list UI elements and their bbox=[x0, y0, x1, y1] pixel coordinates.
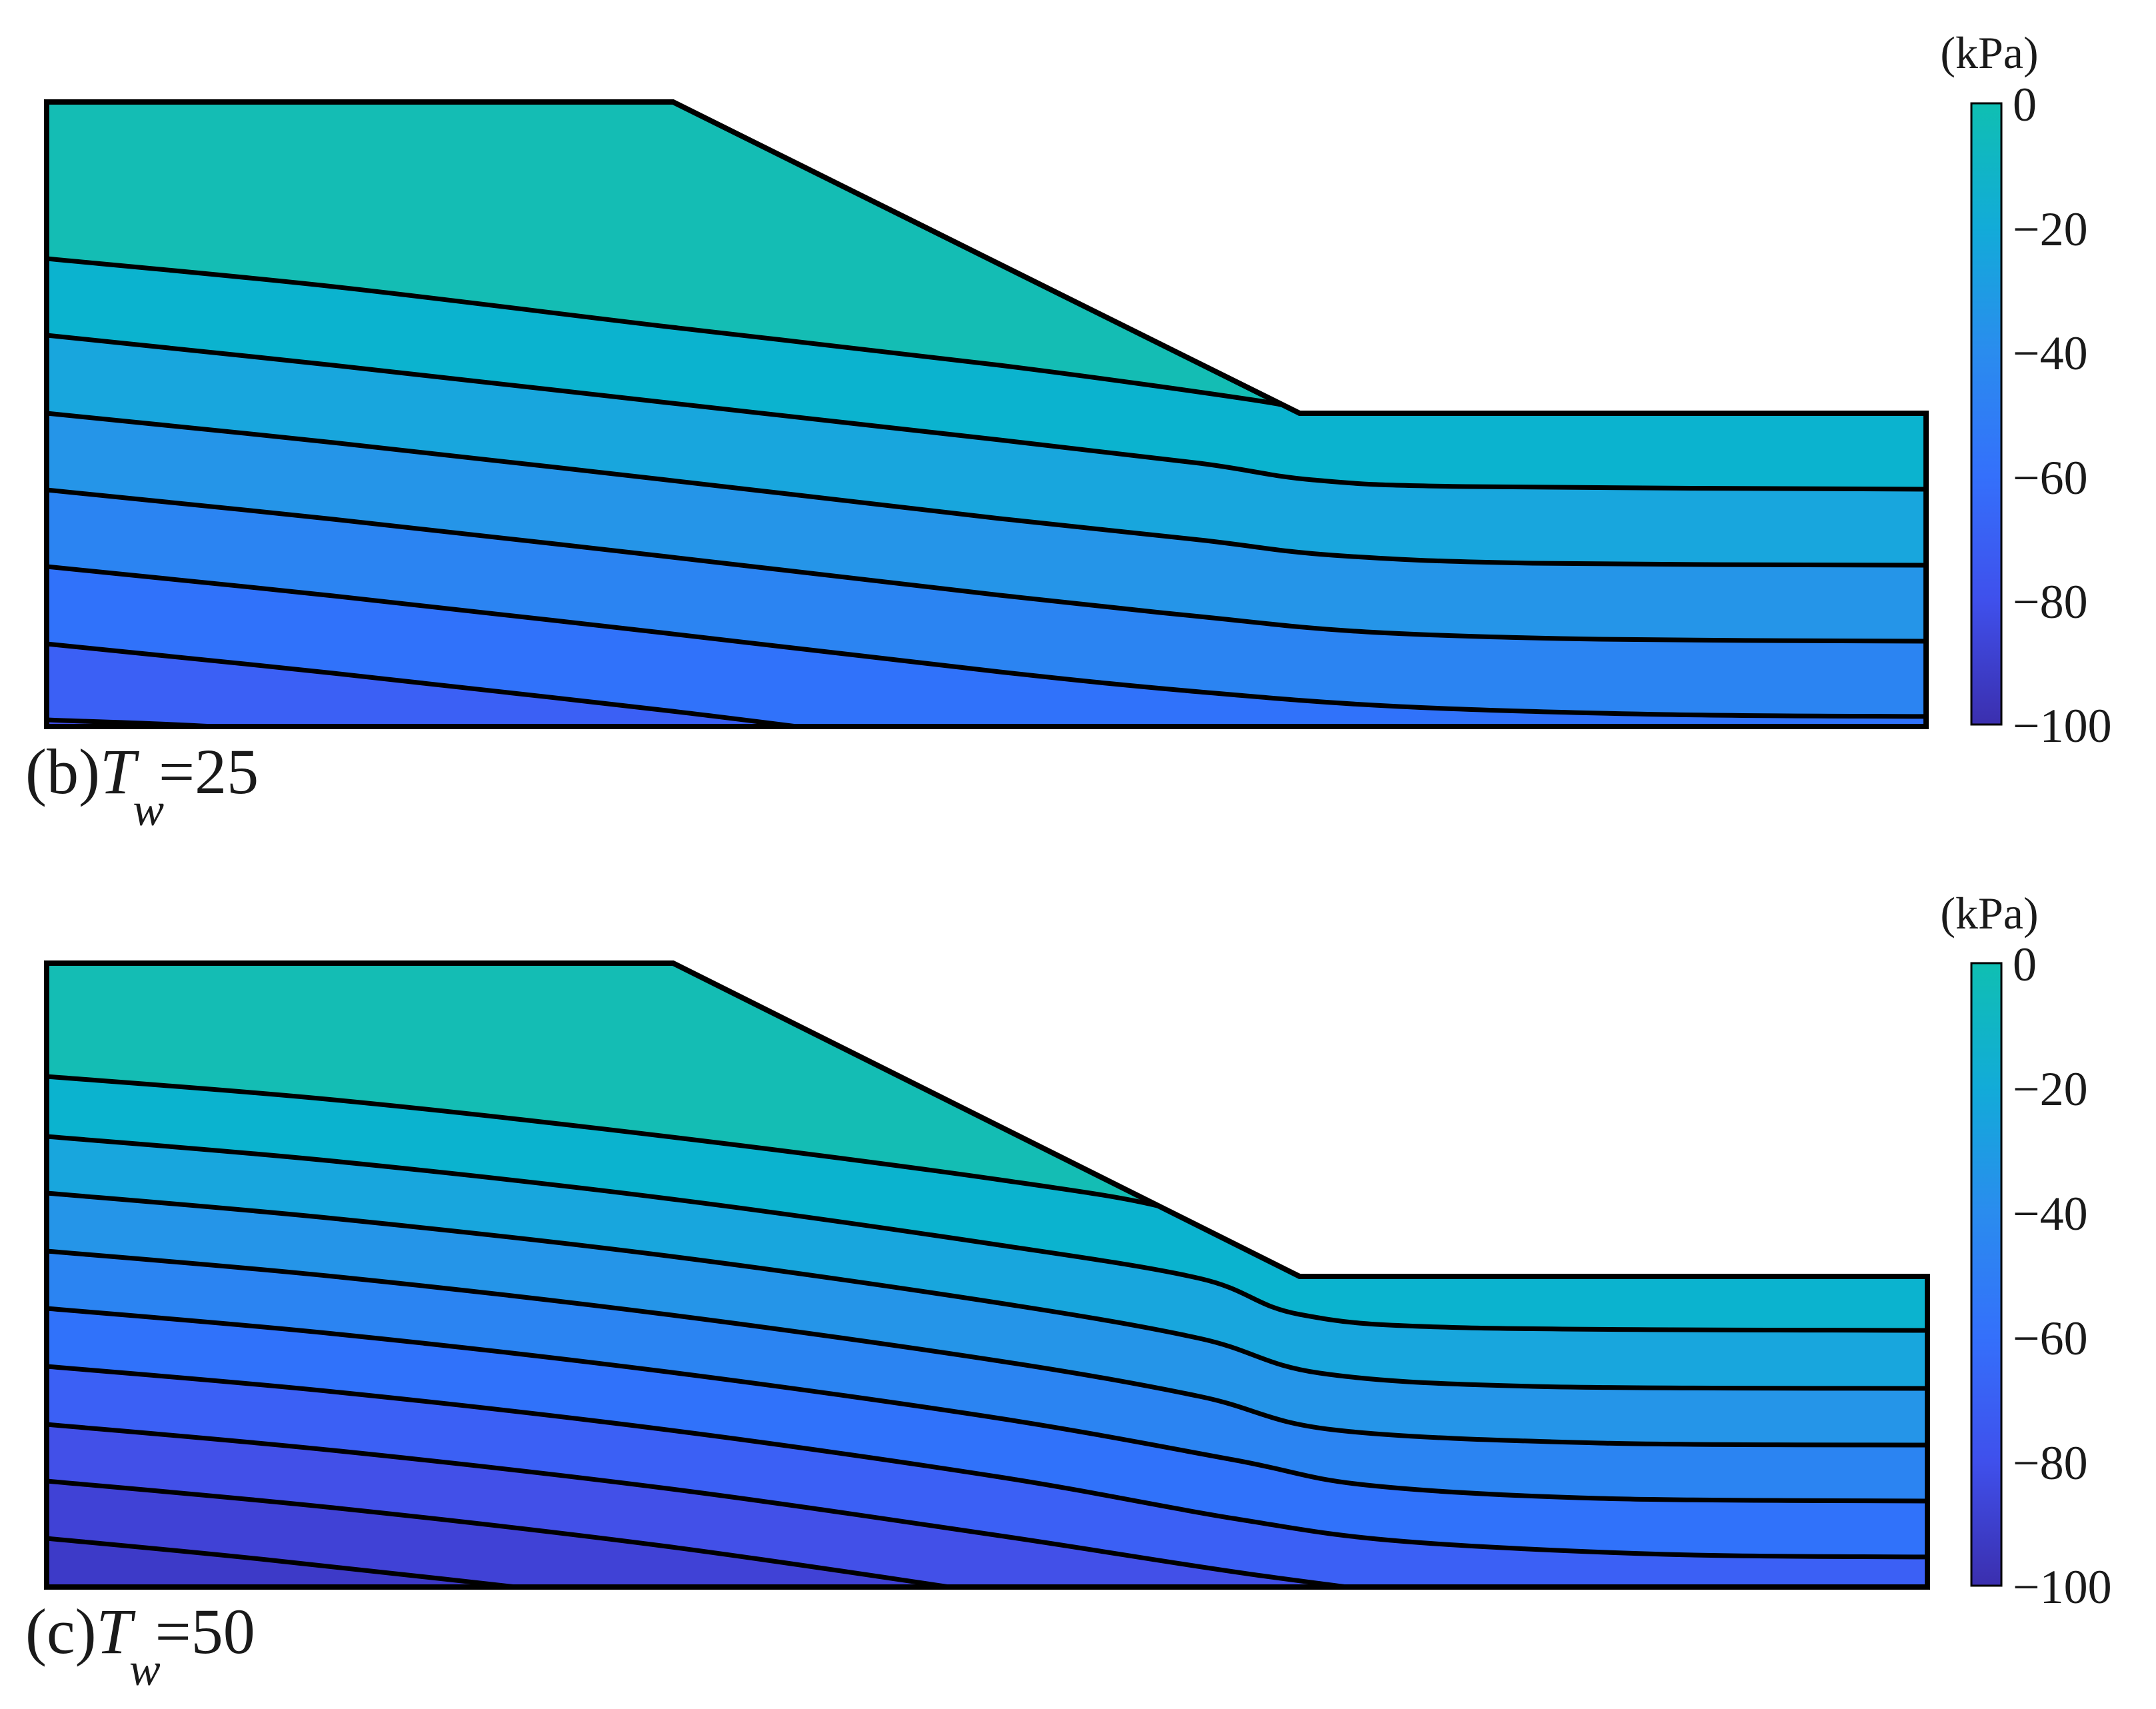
panel-label-b: (b)T w=25 bbox=[25, 736, 259, 836]
colorbar-tick-c-2: −40 bbox=[2013, 1187, 2088, 1240]
colorbar-tick-b-2: −40 bbox=[2013, 327, 2088, 380]
panel-c-contour-line-8 bbox=[47, 1478, 1267, 1587]
panel-c-contour-line-7 bbox=[47, 1422, 1927, 1587]
panel-c-contour-line-3 bbox=[47, 1190, 1927, 1391]
panel-c-contour-line-5 bbox=[47, 1306, 1927, 1504]
colorbar-gradient-c bbox=[1970, 962, 2003, 1587]
colorbar-unit-b: (kPa) bbox=[1940, 27, 2038, 78]
contour-bands-c bbox=[20, 963, 1954, 1633]
colorbar-tick-b-4: −80 bbox=[2013, 575, 2088, 629]
panel-b: (kPa) 0 −20 −40 −60 −80 −100 (b)T w=25 bbox=[25, 27, 2112, 836]
panel-c-contour-line-6 bbox=[47, 1364, 1927, 1560]
colorbar-tick-b-0: 0 bbox=[2013, 78, 2037, 131]
colorbar-tick-c-1: −20 bbox=[2013, 1062, 2088, 1116]
panel-c-contour-line-2 bbox=[47, 1134, 1927, 1333]
panel-b-contour-line-7 bbox=[47, 717, 934, 727]
colorbar-tick-c-5: −100 bbox=[2013, 1560, 2112, 1614]
panel-b-contour-line-5 bbox=[47, 564, 1926, 719]
panel-c-contour-line-9 bbox=[47, 1536, 867, 1587]
panel-b-band-7 bbox=[47, 720, 1926, 727]
panel-b-contour-line-2 bbox=[47, 333, 1926, 492]
panel-c-band-10 bbox=[20, 1596, 1954, 1633]
contour-plot-b bbox=[47, 102, 1926, 727]
contour-bands-b bbox=[47, 102, 1926, 727]
panel-label-c: (c)T w=50 bbox=[25, 1596, 255, 1696]
contour-lines-b bbox=[47, 256, 1926, 727]
panel-b-contour-line-3 bbox=[47, 411, 1926, 568]
colorbar-tick-b-5: −100 bbox=[2013, 699, 2112, 753]
slope-outline-b bbox=[44, 99, 1929, 729]
colorbar-tick-c-4: −80 bbox=[2013, 1436, 2088, 1490]
contour-plot-c bbox=[20, 963, 1954, 1633]
panel-b-contour-line-6 bbox=[47, 641, 1926, 727]
colorbar-tick-c-3: −60 bbox=[2013, 1312, 2088, 1365]
colorbar-tick-b-1: −20 bbox=[2013, 203, 2088, 256]
panel-b-contour-line-1 bbox=[47, 256, 1300, 413]
panel-c: (kPa) 0 −20 −40 −60 −80 −100 (c)T w=50 bbox=[20, 888, 2112, 1696]
contour-lines-c bbox=[47, 1074, 1927, 1587]
panel-b-contour-line-4 bbox=[47, 487, 1926, 644]
colorbar-b: (kPa) 0 −20 −40 −60 −80 −100 bbox=[1940, 27, 2111, 753]
panel-c-contour-line-4 bbox=[47, 1248, 1927, 1448]
slope-outline-c bbox=[44, 960, 1930, 1590]
colorbar-tick-b-3: −60 bbox=[2013, 451, 2088, 505]
colorbar-unit-c: (kPa) bbox=[1940, 888, 2038, 938]
colorbar-tick-c-0: 0 bbox=[2013, 938, 2037, 991]
colorbar-c: (kPa) 0 −20 −40 −60 −80 −100 bbox=[1940, 888, 2111, 1614]
colorbar-gradient-b bbox=[1970, 102, 2003, 726]
